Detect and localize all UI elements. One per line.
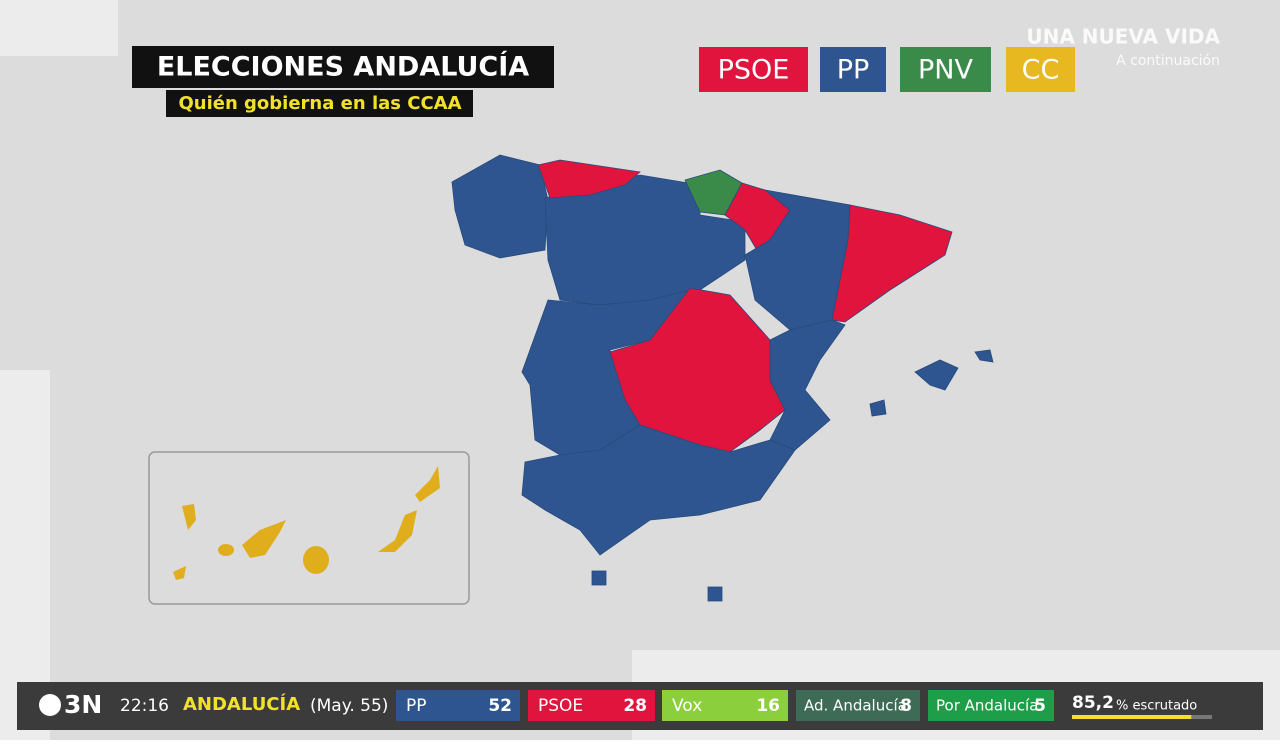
majority: (May. 55): [310, 696, 388, 716]
party-box: [662, 690, 788, 721]
region: [591, 570, 607, 586]
legend-label: CC: [1022, 55, 1060, 86]
region: [914, 359, 959, 391]
subtitle: Quién gobierna en las CCAA: [178, 93, 461, 114]
legend-label: PP: [837, 55, 870, 86]
party-box: [528, 690, 655, 721]
panel: [0, 0, 118, 56]
party-seats: 5: [1034, 696, 1046, 716]
title: ELECCIONES ANDALUCÍA: [157, 51, 529, 83]
panel: [0, 370, 50, 740]
region: [869, 399, 887, 417]
region: [974, 349, 994, 363]
legend-label: PNV: [918, 55, 973, 86]
canary-islands: [173, 466, 440, 580]
island: [303, 546, 329, 574]
party-name: Ad. Andalucía: [804, 697, 907, 715]
island: [173, 566, 186, 580]
legend-swatch: [900, 47, 991, 92]
region: [451, 154, 549, 259]
party-box: [796, 690, 920, 721]
legend-swatch: [1006, 47, 1075, 92]
channel-logo: [39, 694, 61, 716]
ticker-region: ANDALUCÍA: [183, 693, 300, 715]
party-box: [928, 690, 1054, 721]
island: [378, 510, 417, 552]
legend-label: PSOE: [718, 55, 790, 86]
island: [218, 544, 234, 556]
map: [451, 154, 994, 602]
legend: PSOE PP PNV CC: [699, 47, 1075, 92]
legend-swatch: [820, 47, 886, 92]
channel: 3N: [64, 690, 102, 719]
island: [415, 466, 440, 502]
subtitle-box: [166, 90, 473, 117]
party-seats: 52: [488, 696, 512, 716]
time: 22:16: [120, 696, 169, 716]
legend-swatch: [699, 47, 808, 92]
region: [707, 586, 723, 602]
island: [182, 504, 196, 530]
counted-value: 85,2: [1072, 693, 1114, 713]
next-subtitle: A continuación: [1116, 53, 1220, 69]
inset-frame: [148, 451, 470, 605]
counted-label: % escrutado: [1116, 699, 1197, 714]
party-box: [396, 690, 520, 721]
party-seats: 8: [900, 696, 912, 716]
island: [242, 520, 286, 558]
progress-bar: [1072, 715, 1192, 719]
region: [537, 159, 641, 199]
title-box: [132, 46, 554, 88]
party-name: PP: [406, 696, 427, 716]
party-name: PSOE: [538, 696, 583, 716]
party-seats: 16: [756, 696, 780, 716]
next-title: UNA NUEVA VIDA: [1026, 25, 1220, 49]
party-seats: 28: [623, 696, 647, 716]
party-name: Por Andalucía: [936, 697, 1038, 715]
party-name: Vox: [672, 696, 702, 716]
region: [521, 424, 796, 556]
region: [831, 204, 953, 323]
